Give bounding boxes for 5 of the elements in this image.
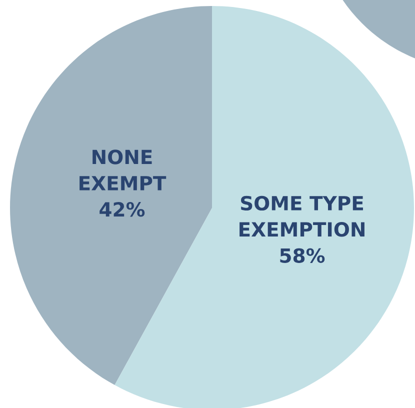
slice-label: SOME TYPE EXEMPTION [240, 196, 364, 237]
data-label: 58% [280, 248, 325, 263]
data-label: 42% [100, 202, 145, 217]
slice-label: NONE EXEMPT [80, 150, 166, 190]
pie-slice [10, 6, 212, 386]
